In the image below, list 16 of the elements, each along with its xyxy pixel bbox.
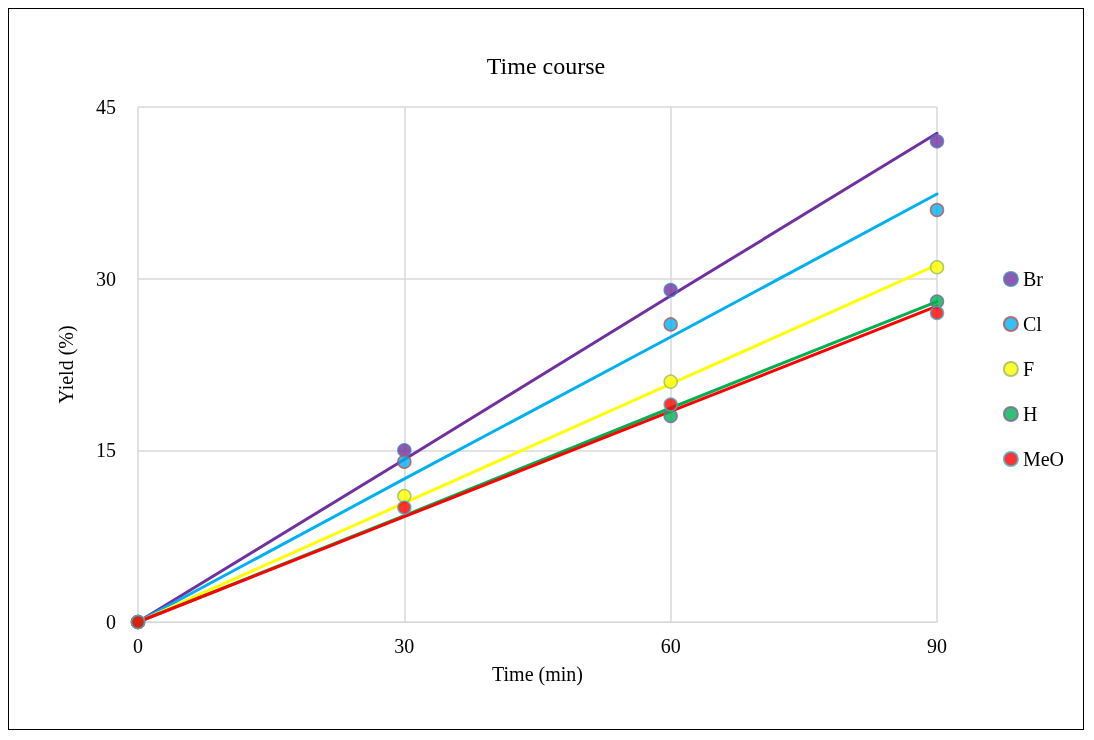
x-tick-label: 30 [394, 635, 415, 657]
y-axis-title: Yield (%) [55, 325, 78, 404]
x-axis-title: Time (min) [492, 663, 583, 686]
y-tick-label: 45 [96, 96, 116, 118]
chart-title: Time course [486, 53, 606, 79]
x-tick-label: 0 [133, 635, 143, 657]
x-tick-label: 60 [660, 635, 681, 657]
y-tick-label: 0 [106, 611, 116, 633]
legend-label: Cl [1022, 313, 1043, 335]
legend-label: F [1022, 358, 1035, 380]
legend-label: Br [1022, 268, 1044, 290]
y-tick-label: 30 [96, 267, 116, 290]
legend-label: H [1022, 403, 1038, 425]
legend-label: MeO [1022, 448, 1065, 470]
x-tick-label: 90 [927, 635, 947, 657]
y-tick-label: 15 [96, 439, 116, 462]
